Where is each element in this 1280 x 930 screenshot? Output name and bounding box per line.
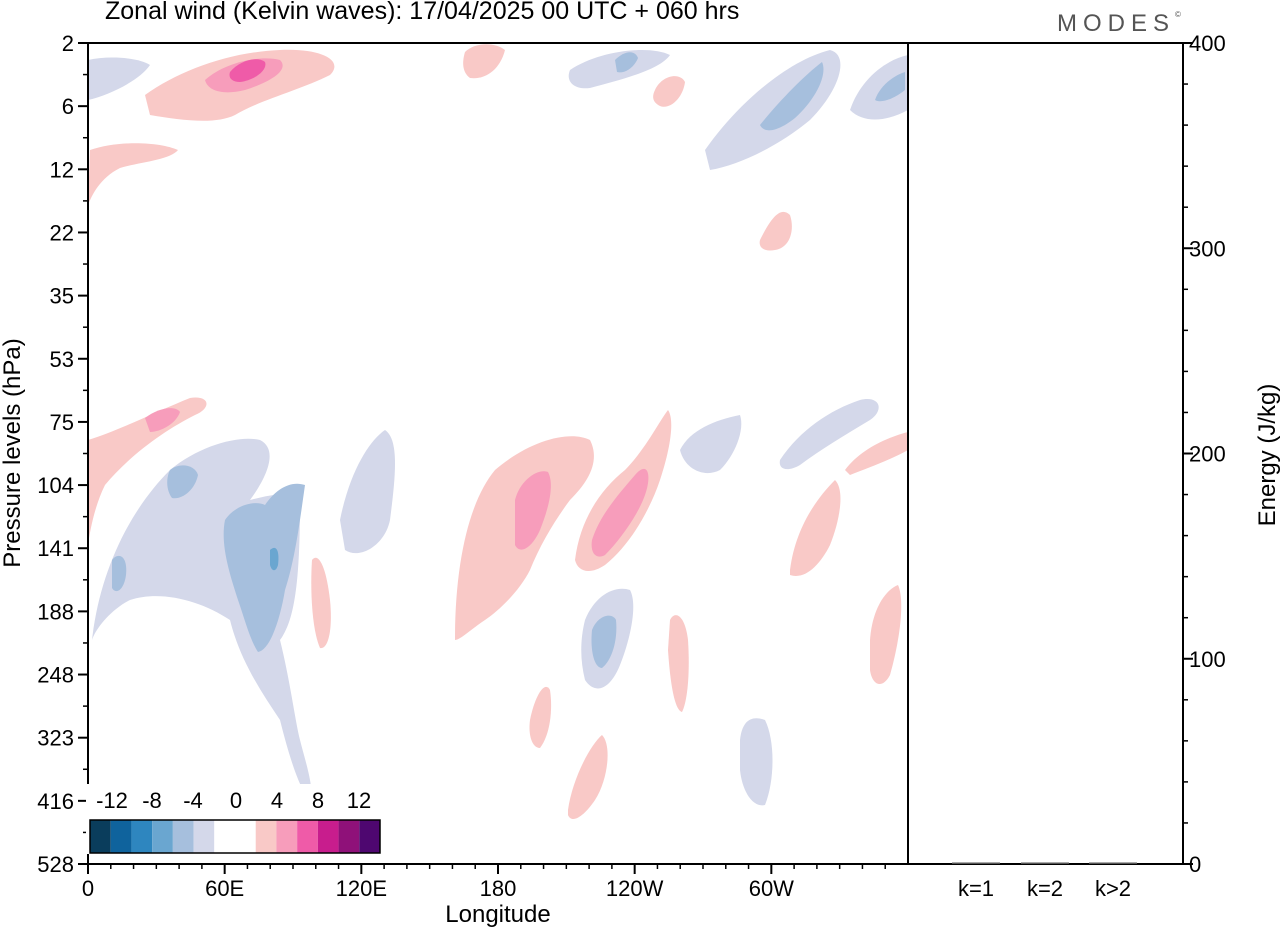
contour-pos-right-low — [870, 585, 902, 685]
colorbar-swatch — [172, 820, 194, 853]
contour-pos-right-mid — [790, 480, 841, 576]
x-axis-label: Longitude — [445, 901, 550, 928]
x-tick-label: 120W — [606, 876, 664, 901]
contour-neg-upper-right-4 — [875, 72, 905, 102]
contour-neg-right-mid-core — [591, 615, 617, 668]
contour-pos-lower-left — [88, 397, 207, 545]
contour-neg-lower-left-3 — [167, 465, 198, 499]
contour-pos-central-2-core — [591, 468, 649, 557]
energy-axis-label: Energy (J/kg) — [1254, 384, 1280, 527]
colorbar-swatch — [110, 820, 132, 853]
contour-pos-12hpa — [88, 143, 178, 205]
colorbar-swatch — [297, 820, 318, 853]
energy-tick-label: 300 — [1189, 236, 1226, 261]
energy-categories: k=1 k=2 k>2 — [958, 876, 1131, 901]
x-axis: 0 60E 120E 180 120W 60W — [82, 864, 886, 901]
contour-pos-bottom-mid-2 — [529, 686, 552, 748]
energy-tick-label: 0 — [1189, 852, 1201, 877]
contour-neg-right-2 — [680, 415, 742, 474]
contour-pos-lower-left-2 — [145, 408, 180, 432]
contour-neg-lower-mid — [340, 430, 395, 554]
colorbar-swatch — [90, 820, 111, 853]
contour-neg-right-edge — [779, 399, 879, 470]
y-tick-label: 75 — [50, 410, 74, 435]
colorbar — [89, 819, 381, 854]
contour-neg-bottom-right — [740, 718, 773, 806]
chart-title: Zonal wind (Kelvin waves): 17/04/2025 00… — [105, 0, 740, 25]
energy-category-label: k=2 — [1027, 876, 1063, 901]
contour-neg-lower-left-core — [223, 483, 305, 652]
y-tick-label: 53 — [50, 347, 74, 372]
colorbar-label: -12 — [96, 788, 128, 813]
contour-neg-lower-left-4 — [112, 555, 127, 592]
contour-field — [88, 44, 908, 820]
energy-bar — [1089, 862, 1137, 864]
colorbar-swatch — [317, 820, 339, 853]
energy-tick-label: 100 — [1189, 647, 1226, 672]
energy-axis: 0 100 200 300 400 — [1183, 31, 1226, 877]
energy-bar — [952, 862, 1000, 864]
contour-pos-top-mid — [463, 44, 505, 79]
y-tick-label: 35 — [50, 284, 74, 309]
y-tick-label: 323 — [37, 726, 74, 751]
contour-neg-lower-left-core-2 — [270, 547, 279, 571]
contour-pos-upper-band-3 — [229, 59, 266, 82]
energy-bars — [952, 862, 1137, 864]
colorbar-swatch — [338, 820, 360, 853]
colorbar-label: -8 — [142, 788, 162, 813]
colorbar-swatch — [276, 820, 298, 853]
y-axis-label: Pressure levels (hPa) — [0, 338, 26, 567]
contour-pos-right-edge — [845, 432, 908, 475]
contour-pos-6hpa-dot — [653, 76, 685, 107]
energy-category-label: k=1 — [958, 876, 994, 901]
y-tick-label: 141 — [37, 536, 74, 561]
colorbar-label: 12 — [347, 788, 371, 813]
y-axis: 2 6 12 22 35 53 75 104 141 188 248 323 416 528 — [37, 31, 88, 877]
brand-logo: MODES© — [1057, 10, 1181, 37]
colorbar-swatch — [152, 820, 173, 853]
colorbar-swatch — [255, 820, 277, 853]
colorbar-labels: -12 -8 -4 0 4 8 12 — [96, 788, 371, 813]
x-tick-label: 0 — [82, 876, 94, 901]
contour-pos-central-core — [515, 471, 551, 550]
y-tick-label: 104 — [37, 473, 74, 498]
energy-tick-label: 200 — [1189, 442, 1226, 467]
colorbar-swatch — [193, 820, 215, 853]
y-tick-label: 6 — [62, 94, 74, 119]
energy-bar — [1021, 862, 1069, 864]
energy-frame — [907, 42, 1184, 865]
y-tick-label: 248 — [37, 663, 74, 688]
contour-pos-right-low-2 — [668, 615, 689, 712]
colorbar-swatch — [131, 820, 153, 853]
x-tick-label: 60E — [205, 876, 244, 901]
y-tick-label: 2 — [62, 31, 74, 56]
colorbar-label: 4 — [271, 788, 283, 813]
energy-category-label: k>2 — [1095, 876, 1131, 901]
contour-pos-left-low — [311, 557, 331, 649]
x-tick-label: 120E — [336, 876, 387, 901]
brand-text: MODES — [1057, 10, 1176, 37]
contour-neg-top-left — [88, 57, 150, 100]
contour-neg-upper-right-2 — [760, 62, 824, 131]
y-tick-label: 188 — [37, 599, 74, 624]
y-tick-label: 22 — [50, 220, 74, 245]
colorbar-frame — [89, 819, 381, 854]
colorbar-swatch — [214, 820, 235, 853]
colorbar-label: 8 — [312, 788, 324, 813]
y-tick-label: 416 — [37, 789, 74, 814]
colorbar-swatch — [359, 820, 380, 853]
x-tick-label: 60W — [749, 876, 794, 901]
contour-pos-mid-right — [759, 211, 792, 251]
contour-neg-upper-right-3 — [850, 55, 908, 120]
y-tick-label: 12 — [50, 157, 74, 182]
energy-tick-label: 400 — [1189, 31, 1226, 56]
colorbar-swatch — [235, 820, 256, 853]
x-tick-label: 180 — [480, 876, 517, 901]
colorbar-label: 0 — [230, 788, 242, 813]
y-tick-label: 528 — [37, 852, 74, 877]
contour-neg-upper-mid-2 — [615, 52, 638, 73]
contour-pos-bottom-mid — [568, 735, 608, 820]
colorbar-label: -4 — [183, 788, 203, 813]
